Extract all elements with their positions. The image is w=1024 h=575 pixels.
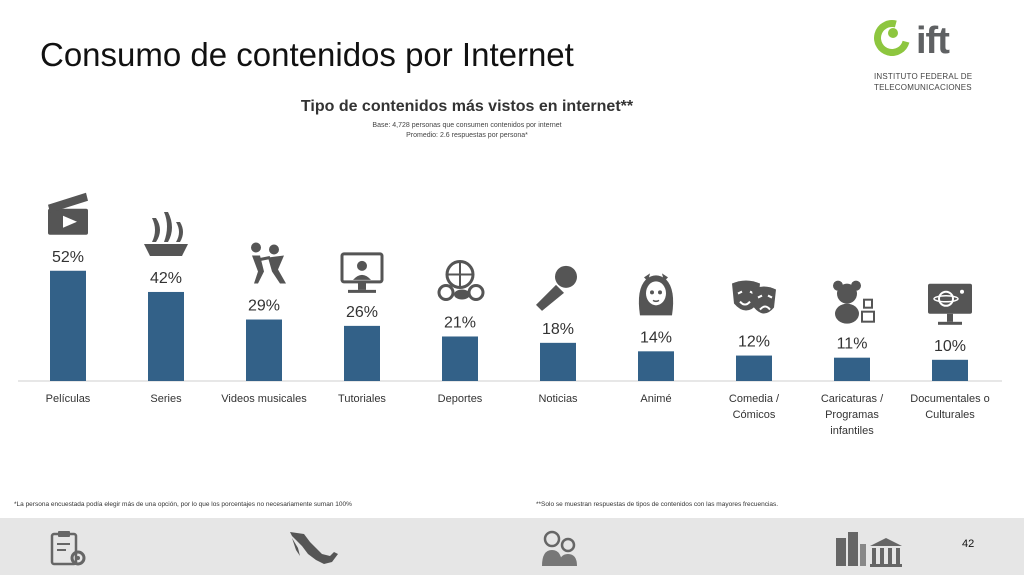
chart-subtitle-base: Base: 4,728 personas que consumen conten… <box>372 122 562 129</box>
bar <box>442 336 478 381</box>
ift-logo: ift INSTITUTO FEDERAL DE TELECOMUNICACIO… <box>867 13 1012 98</box>
space-monitor-icon <box>928 283 972 325</box>
footnote-multiple-answers: *La persona encuestada podía elegir más … <box>14 501 352 508</box>
bar <box>540 342 576 381</box>
bar <box>932 359 968 381</box>
logo-word: ift <box>916 20 950 62</box>
data-label: 21% <box>444 314 476 331</box>
data-label: 12% <box>738 334 770 351</box>
data-label: 11% <box>837 336 868 353</box>
mexico-map-icon <box>290 532 338 564</box>
clapperboard-icon <box>48 192 88 235</box>
category-tick-label: Animé <box>640 393 671 405</box>
data-label: 14% <box>640 329 672 346</box>
ship-icon <box>144 211 188 256</box>
chart-title: Tipo de contenidos más vistos en interne… <box>300 98 634 115</box>
bar <box>50 270 86 381</box>
data-label: 42% <box>150 270 182 287</box>
category-tick-label: Comedia / Cómicos <box>729 393 780 421</box>
tutorial-screen-icon <box>340 252 384 293</box>
logo-line-1: INSTITUTO FEDERAL DE <box>874 72 973 81</box>
sports-balls-icon <box>437 259 485 301</box>
category-tick-label: Caricaturas / Programas infantiles <box>821 393 884 437</box>
logo-line-2: TELECOMUNICACIONES <box>874 83 972 92</box>
category-tick-label: Series <box>150 393 182 405</box>
logo-dot-icon <box>888 28 898 38</box>
category-tick-label: Noticias <box>538 393 578 405</box>
bar <box>344 325 380 381</box>
anime-girl-icon <box>638 273 674 316</box>
chart-subtitle-average: Promedio: 2.6 respuestas por persona* <box>406 132 528 139</box>
data-label: 29% <box>248 298 280 315</box>
bar <box>638 351 674 381</box>
bar <box>834 357 870 381</box>
category-tick-label: Videos musicales <box>221 393 307 405</box>
clipboard-gear-icon <box>50 531 86 566</box>
data-label: 18% <box>542 321 574 338</box>
data-label: 52% <box>52 249 84 266</box>
dancers-icon <box>251 242 286 284</box>
bar-chart: 52% Películas 42% Series 29% Videos musicales… <box>18 192 1002 437</box>
category-tick-label: Películas <box>46 393 91 405</box>
category-tick-label: Documentales o Culturales <box>910 393 990 421</box>
data-label: 26% <box>346 304 378 321</box>
microphone-icon <box>536 265 577 311</box>
teddy-bear-icon <box>833 280 875 324</box>
bar <box>736 355 772 381</box>
slide-title: Consumo de contenidos por Internet <box>40 36 574 73</box>
data-label: 10% <box>934 338 966 355</box>
footer-bar <box>0 518 1024 575</box>
theater-masks-icon <box>732 280 776 314</box>
people-icon <box>542 530 577 566</box>
city-icon <box>836 532 902 567</box>
bar <box>246 319 282 381</box>
bar <box>148 291 184 381</box>
footnote-top-frequencies: **Solo se muestran respuestas de tipos d… <box>536 501 779 508</box>
page-number: 42 <box>962 538 975 550</box>
category-tick-label: Tutoriales <box>338 393 386 405</box>
category-tick-label: Deportes <box>438 393 483 405</box>
